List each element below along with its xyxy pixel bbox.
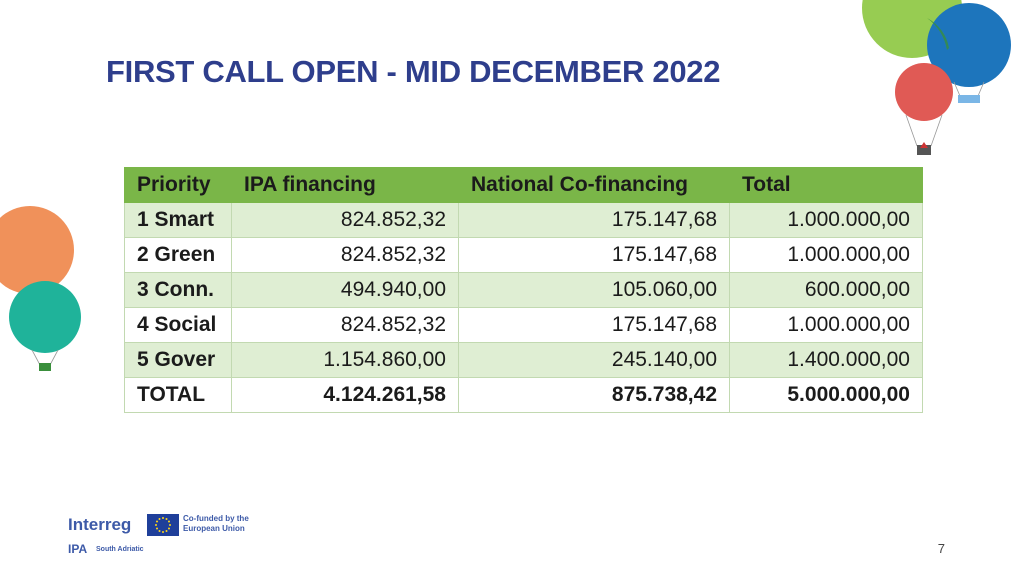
total-cell: 1.000.000,00 <box>729 237 923 273</box>
eu-flag-icon <box>147 514 179 536</box>
slide-title: FIRST CALL OPEN - MID DECEMBER 2022 <box>106 54 721 89</box>
ipa-cell: 824.852,32 <box>231 237 459 273</box>
header-ipa-financing: IPA financing <box>231 167 459 203</box>
hot-air-balloon-icon <box>862 0 1011 155</box>
total-cell: 5.000.000,00 <box>729 377 923 413</box>
table-row: 4 Social 824.852,32 175.147,68 1.000.000… <box>124 307 923 343</box>
national-cell: 875.738,42 <box>458 377 730 413</box>
priority-cell: TOTAL <box>124 377 232 413</box>
table-row: 3 Conn. 494.940,00 105.060,00 600.000,00 <box>124 272 923 308</box>
national-cell: 175.147,68 <box>458 307 730 343</box>
ipa-cell: 824.852,32 <box>231 202 459 238</box>
national-cell: 175.147,68 <box>458 237 730 273</box>
table-total-row: TOTAL 4.124.261,58 875.738,42 5.000.000,… <box>124 377 923 413</box>
table-header-row: Priority IPA financing National Co-finan… <box>124 167 923 203</box>
ipa-cell: 494.940,00 <box>231 272 459 308</box>
priority-cell: 1 Smart <box>124 202 232 238</box>
total-cell: 1.400.000,00 <box>729 342 923 378</box>
header-total: Total <box>729 167 923 203</box>
table-row: 2 Green 824.852,32 175.147,68 1.000.000,… <box>124 237 923 273</box>
program-name: Interreg <box>68 515 132 534</box>
priority-cell: 3 Conn. <box>124 272 232 308</box>
priority-cell: 5 Gover <box>124 342 232 378</box>
header-priority: Priority <box>124 167 232 203</box>
priority-cell: 4 Social <box>124 307 232 343</box>
region-label: South Adriatic <box>96 546 144 553</box>
page-number: 7 <box>937 541 945 556</box>
table-row: 1 Smart 824.852,32 175.147,68 1.000.000,… <box>124 202 923 238</box>
total-cell: 1.000.000,00 <box>729 307 923 343</box>
interreg-logo: Interreg Co-funded by the European Union… <box>68 510 258 560</box>
ipa-cell: 4.124.261,58 <box>231 377 459 413</box>
ipa-cell: 824.852,32 <box>231 307 459 343</box>
ipa-label: IPA <box>68 542 88 556</box>
total-cell: 600.000,00 <box>729 272 923 308</box>
priority-cell: 2 Green <box>124 237 232 273</box>
financing-table: Priority IPA financing National Co-finan… <box>124 167 923 413</box>
total-cell: 1.000.000,00 <box>729 202 923 238</box>
national-cell: 105.060,00 <box>458 272 730 308</box>
header-national-cofinancing: National Co-financing <box>458 167 730 203</box>
cofunded-text: Co-funded by the European Union <box>183 514 249 533</box>
national-cell: 245.140,00 <box>458 342 730 378</box>
ipa-cell: 1.154.860,00 <box>231 342 459 378</box>
table-row: 5 Gover 1.154.860,00 245.140,00 1.400.00… <box>124 342 923 378</box>
hot-air-balloon-icon <box>0 206 81 371</box>
national-cell: 175.147,68 <box>458 202 730 238</box>
